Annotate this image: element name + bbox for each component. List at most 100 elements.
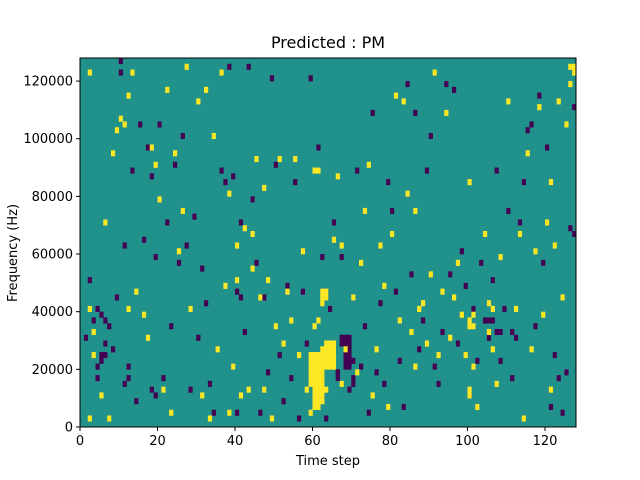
heatmap-cell-high — [328, 340, 333, 347]
heatmap-cell-high — [328, 346, 333, 353]
heatmap-cell-low — [138, 121, 143, 128]
heatmap-cell-high — [490, 305, 495, 312]
heatmap-cell-high — [316, 398, 321, 405]
heatmap-cell-low — [235, 409, 240, 416]
heatmap-cell-low — [479, 259, 484, 266]
heatmap-cell-low — [455, 340, 461, 347]
heatmap-cell-low — [266, 369, 271, 376]
x-axis-ticks: 0 20 40 60 80 100 120 — [76, 427, 557, 449]
heatmap-cell-low — [324, 415, 329, 422]
heatmap-cell-low — [568, 225, 573, 232]
heatmap-cell-high — [471, 311, 476, 318]
x-axis-label: Time step — [295, 454, 361, 469]
heatmap-cell-high — [413, 207, 418, 214]
heatmap-cell-high — [417, 305, 422, 312]
heatmap-cell-low — [103, 317, 108, 324]
heatmap-cell-high — [316, 357, 321, 364]
heatmap-cell-high — [258, 294, 263, 301]
heatmap-cell-low — [347, 357, 352, 364]
heatmap-cell-low — [362, 323, 368, 330]
heatmap-cell-high — [308, 380, 313, 387]
heatmap-cell-low — [184, 242, 189, 249]
heatmap-cell-high — [328, 363, 333, 370]
heatmap-cell-high — [107, 415, 112, 422]
heatmap-cell-high — [238, 392, 244, 399]
heatmap-cell-high — [316, 392, 321, 399]
heatmap-cell-high — [331, 357, 337, 364]
heatmap-cell-high — [572, 63, 577, 70]
heatmap-cell-low — [339, 340, 344, 347]
heatmap-cell-high — [126, 92, 131, 99]
heatmap-cell-low — [95, 375, 100, 382]
heatmap-cell-high — [134, 288, 139, 295]
heatmap-cell-high — [312, 375, 317, 382]
heatmap-cell-high — [436, 352, 441, 359]
heatmap-cell-high — [421, 300, 426, 307]
heatmap-cell-low — [192, 213, 197, 220]
heatmap-cell-high — [173, 150, 178, 157]
heatmap-cell-low — [405, 81, 410, 88]
heatmap-cell-high — [300, 248, 306, 255]
heatmap-cell-high — [114, 127, 120, 134]
heatmap-cell-high — [328, 357, 333, 364]
heatmap-cell-low — [506, 207, 511, 214]
heatmap-cell-low — [250, 196, 255, 203]
heatmap-cell-high — [320, 363, 325, 370]
heatmap-cell-high — [471, 323, 476, 330]
heatmap-cell-high — [103, 219, 108, 226]
heatmap-cell-low — [533, 323, 538, 330]
y-tick-label: 60000 — [32, 248, 73, 263]
heatmap-cell-low — [165, 219, 170, 226]
heatmap-cell-high — [405, 190, 410, 197]
heatmap-cell-low — [475, 357, 480, 364]
heatmap-cell-high — [568, 81, 573, 88]
heatmap-cell-high — [467, 179, 472, 186]
heatmap-cell-high — [223, 282, 228, 289]
heatmap-cell-high — [382, 282, 387, 289]
heatmap-cell-low — [339, 254, 344, 261]
heatmap-cell-high — [401, 98, 406, 105]
heatmap-cell-high — [324, 288, 329, 295]
heatmap-cell-high — [126, 305, 131, 312]
heatmap-cell-high — [316, 369, 321, 376]
heatmap-cell-low — [448, 271, 453, 278]
heatmap-cell-high — [316, 167, 321, 174]
heatmap-cell-high — [378, 242, 383, 249]
heatmap-cell-high — [486, 300, 492, 307]
heatmap-cell-high — [541, 311, 546, 318]
heatmap-cell-high — [537, 104, 542, 111]
heatmap-cell-high — [548, 179, 554, 186]
heatmap-cell-high — [533, 248, 538, 255]
heatmap-cell-low — [227, 63, 232, 70]
heatmap-cell-high — [324, 340, 329, 347]
heatmap-cell-low — [297, 415, 302, 422]
heatmap-cell-high — [343, 346, 348, 353]
heatmap-cell-high — [362, 207, 368, 214]
y-tick-label: 40000 — [32, 305, 73, 320]
heatmap-cell-high — [250, 265, 255, 272]
heatmap-cell-high — [529, 346, 534, 353]
heatmap-cell-low — [219, 167, 224, 174]
heatmap-cell-low — [347, 340, 352, 347]
heatmap-cell-low — [262, 294, 267, 301]
heatmap-cell-high — [572, 69, 577, 76]
heatmap-cell-low — [444, 81, 449, 88]
heatmap-cell-high — [204, 86, 209, 93]
heatmap-cell-low — [188, 386, 193, 393]
heatmap-cell-high — [409, 328, 414, 336]
heatmap-cell-low — [459, 248, 464, 255]
heatmap-cell-low — [126, 363, 131, 370]
heatmap-cell-low — [366, 409, 371, 416]
plot-frame — [79, 57, 577, 428]
heatmap-cell-high — [316, 380, 321, 387]
heatmap-cell-low — [347, 352, 352, 359]
heatmap-cell-low — [285, 282, 290, 289]
heatmap-cell-high — [490, 346, 495, 353]
heatmap-cell-low — [556, 375, 561, 382]
heatmap-cell-low — [153, 392, 158, 399]
heatmap-cell-high — [219, 69, 224, 76]
heatmap-cell-high — [87, 305, 92, 312]
heatmap-cell-high — [455, 259, 461, 266]
heatmap-cell-high — [564, 121, 569, 128]
heatmap-cell-high — [231, 363, 236, 370]
